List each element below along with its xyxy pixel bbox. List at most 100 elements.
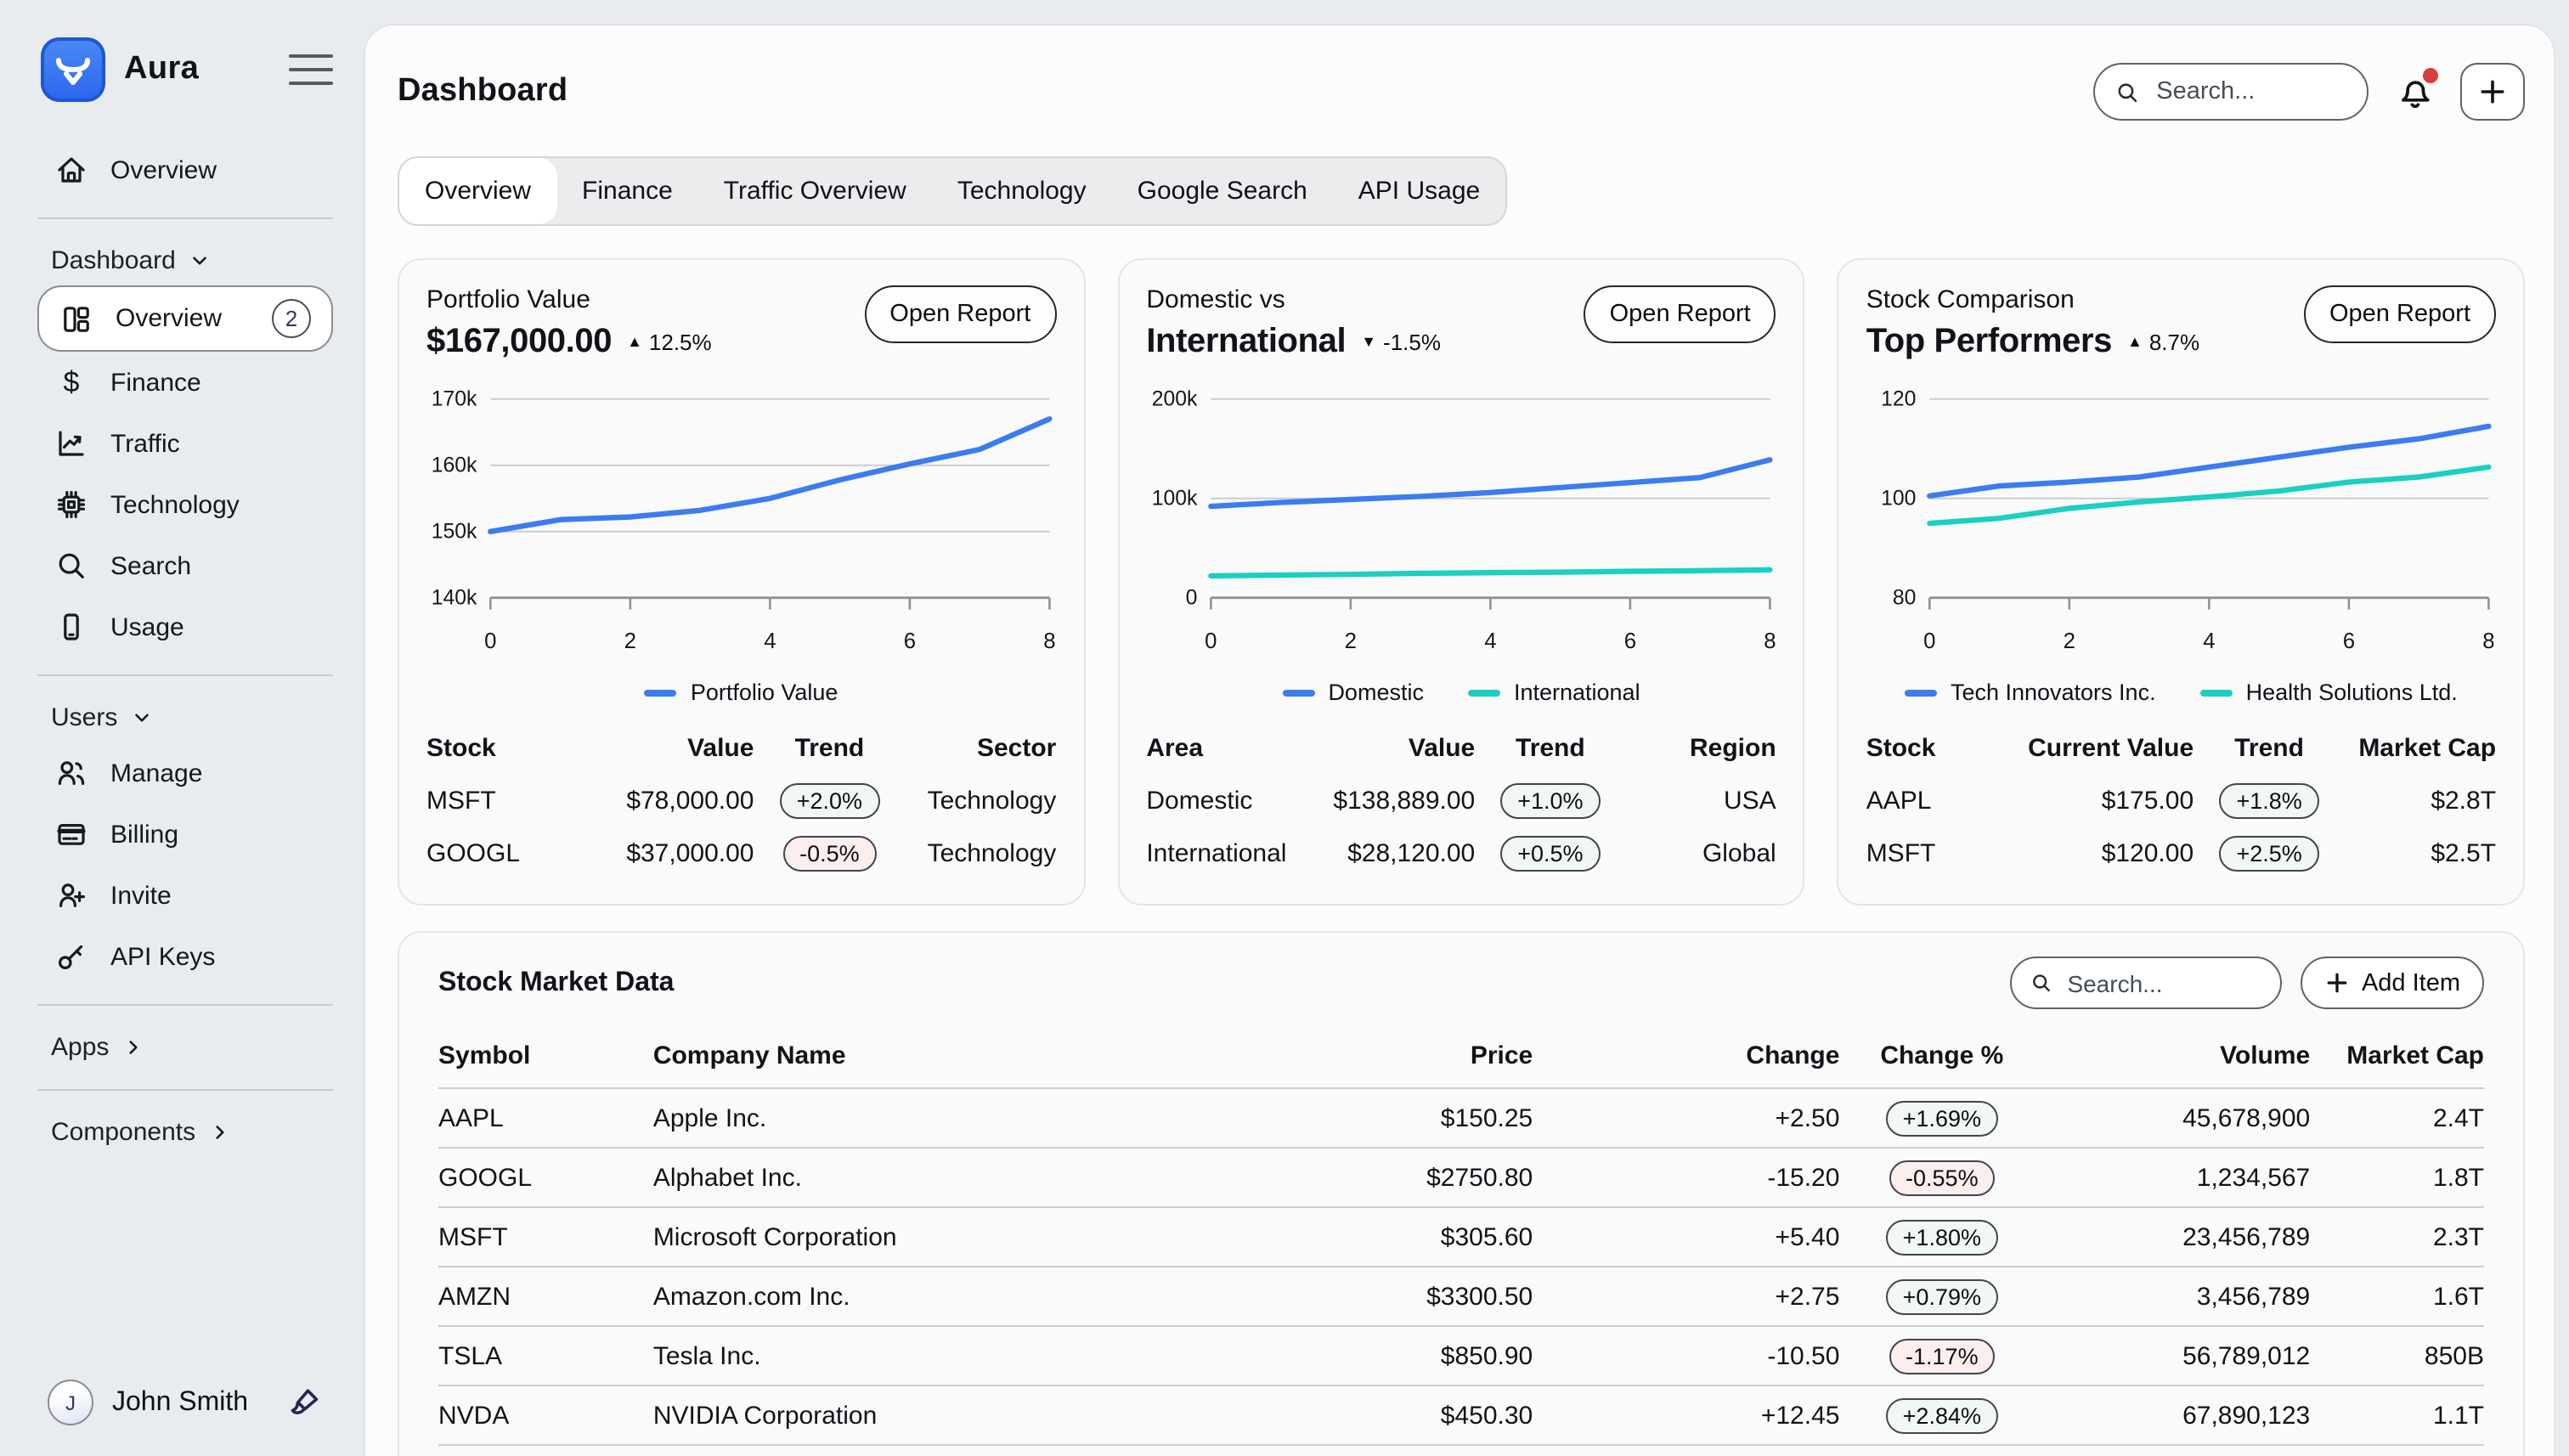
table-search-input[interactable] <box>2064 968 2261 999</box>
stock-table-row[interactable]: GOOGLAlphabet Inc.$2750.80-15.20-0.55%1,… <box>438 1148 2484 1208</box>
card-table: StockValueTrendSectorMSFT$78,000.00+2.0%… <box>426 728 1056 881</box>
sidebar-section-users[interactable]: Users <box>37 693 333 742</box>
stock-table-title: Stock Market Data <box>438 968 674 999</box>
sidebar-item-api-keys[interactable]: API Keys <box>37 926 333 987</box>
stock-table-row[interactable]: AMZNAmazon.com Inc.$3300.50+2.75+0.79%3,… <box>438 1267 2484 1327</box>
sidebar-item-traffic[interactable]: Traffic <box>37 413 333 474</box>
chart-area: 140k150k160k170k02468 <box>426 379 1056 677</box>
svg-text:4: 4 <box>764 629 776 653</box>
add-item-button[interactable]: Add Item <box>2301 957 2484 1010</box>
card-table: AreaValueTrendRegionDomestic$138,889.00+… <box>1146 728 1776 881</box>
tab-google-search[interactable]: Google Search <box>1112 158 1333 224</box>
sidebar-section-apps[interactable]: Apps <box>37 1023 333 1072</box>
tab-technology[interactable]: Technology <box>932 158 1112 224</box>
card-table-header: Sector <box>905 728 1056 776</box>
svg-text:160k: 160k <box>432 454 477 477</box>
card-table-header: Value <box>1286 728 1475 776</box>
trend-pill: +2.5% <box>2219 837 2318 872</box>
card-table-row: MSFT$78,000.00+2.0%Technology <box>426 776 1056 828</box>
notifications-bell-icon[interactable] <box>2394 71 2435 112</box>
hamburger-menu-icon[interactable] <box>289 51 333 88</box>
chart-area: 0100k200k02468 <box>1146 379 1776 677</box>
legend-item: Health Solutions Ltd. <box>2200 680 2458 706</box>
open-report-button[interactable]: Open Report <box>864 285 1056 343</box>
sidebar-item-label: Invite <box>110 881 172 910</box>
svg-text:8: 8 <box>2483 629 2495 653</box>
card-value: Top Performers <box>1866 323 2112 362</box>
stock-table-row[interactable]: TSLATesla Inc.$850.90-10.50-1.17%56,789,… <box>438 1327 2484 1386</box>
sidebar-item-overview[interactable]: Overview2 <box>37 285 333 352</box>
sidebar-item-usage[interactable]: Usage <box>37 596 333 657</box>
stock-table-row[interactable]: MSFTMicrosoft Corporation$305.60+5.40+1.… <box>438 1208 2484 1267</box>
sidebar-item-manage[interactable]: Manage <box>37 742 333 804</box>
phone-icon <box>54 610 88 644</box>
svg-text:0: 0 <box>1205 629 1217 653</box>
card-table-row: International$28,120.00+0.5%Global <box>1146 828 1776 881</box>
logo-row: Aura <box>37 37 333 102</box>
search-icon <box>2030 971 2052 996</box>
stock-table-row[interactable]: METAMeta Platforms Inc.$320.75-3.25-1.00… <box>438 1446 2484 1456</box>
summary-card-1: Portfolio Value $167,000.00 ▲12.5% Open … <box>398 258 1085 906</box>
tab-traffic-overview[interactable]: Traffic Overview <box>698 158 932 224</box>
card-table-header: Stock <box>1866 728 2005 776</box>
sidebar-item-technology[interactable]: Technology <box>37 474 333 535</box>
svg-text:0: 0 <box>1185 587 1197 610</box>
sidebar-item-invite[interactable]: Invite <box>37 865 333 926</box>
theme-brush-icon[interactable] <box>287 1385 323 1420</box>
global-search[interactable] <box>2093 63 2369 121</box>
card-table-header: Area <box>1146 728 1286 776</box>
table-search[interactable] <box>2010 957 2282 1010</box>
card-table-header: Trend <box>1475 728 1625 776</box>
legend-swatch <box>1282 690 1314 697</box>
svg-text:150k: 150k <box>432 521 477 544</box>
summary-cards-row: Portfolio Value $167,000.00 ▲12.5% Open … <box>398 258 2525 906</box>
svg-text:8: 8 <box>1043 629 1055 653</box>
card-delta: ▲12.5% <box>627 330 712 355</box>
tab-finance[interactable]: Finance <box>556 158 698 224</box>
sidebar-item-billing[interactable]: Billing <box>37 804 333 865</box>
trend-pill: +1.8% <box>2219 784 2318 820</box>
open-report-button[interactable]: Open Report <box>2304 285 2496 343</box>
tab-overview[interactable]: Overview <box>399 158 556 224</box>
user-profile[interactable]: J John Smith <box>37 1373 333 1432</box>
sidebar-item-label: Usage <box>110 612 184 641</box>
trend-pill: +0.79% <box>1886 1279 1998 1315</box>
plus-icon <box>2477 76 2508 107</box>
stock-table-row[interactable]: NVDANVIDIA Corporation$450.30+12.45+2.84… <box>438 1386 2484 1446</box>
sidebar-divider <box>37 674 333 676</box>
svg-text:2: 2 <box>624 629 636 653</box>
search-input[interactable] <box>2153 76 2346 107</box>
sidebar-divider <box>37 1089 333 1091</box>
card-table-row: Domestic$138,889.00+1.0%USA <box>1146 776 1776 828</box>
sidebar: Aura Overview DashboardOverview2$Finance… <box>0 0 364 1456</box>
avatar: J <box>48 1380 93 1425</box>
triangle-up-icon: ▲ <box>2127 335 2143 350</box>
chart-legend: Portfolio Value <box>426 680 1056 706</box>
tab-api-usage[interactable]: API Usage <box>1333 158 1505 224</box>
search-icon <box>54 549 88 583</box>
svg-text:140k: 140k <box>432 587 477 610</box>
stock-market-data-card: Stock Market Data Add Item SymbolCom <box>398 932 2525 1456</box>
sidebar-item-finance[interactable]: $Finance <box>37 352 333 413</box>
sidebar-item-overview[interactable]: Overview <box>37 139 333 200</box>
stock-table-row[interactable]: AAPLApple Inc.$150.25+2.50+1.69%45,678,9… <box>438 1089 2484 1148</box>
trend-pill: -1.17% <box>1889 1339 1996 1374</box>
svg-text:0: 0 <box>1924 629 1936 653</box>
card-label: Stock Comparison <box>1866 285 2199 314</box>
sidebar-section-components[interactable]: Components <box>37 1108 333 1157</box>
sidebar-section-dashboard[interactable]: Dashboard <box>37 236 333 285</box>
card-table-header: Stock <box>426 728 565 776</box>
card-table-header: Region <box>1626 728 1776 776</box>
svg-text:$: $ <box>64 366 80 398</box>
sidebar-item-search[interactable]: Search <box>37 535 333 596</box>
chevron-down-icon <box>131 707 153 729</box>
key-icon <box>54 940 88 973</box>
card-table-header: Value <box>565 728 754 776</box>
svg-text:80: 80 <box>1894 587 1917 610</box>
trend-pill: +2.84% <box>1886 1398 1998 1434</box>
open-report-button[interactable]: Open Report <box>1584 285 1776 343</box>
add-button[interactable] <box>2460 63 2525 121</box>
stock-table-header-change-: Change % <box>1839 1025 2044 1089</box>
legend-swatch <box>2200 690 2233 697</box>
tab-bar: OverviewFinanceTraffic OverviewTechnolog… <box>398 156 1507 226</box>
